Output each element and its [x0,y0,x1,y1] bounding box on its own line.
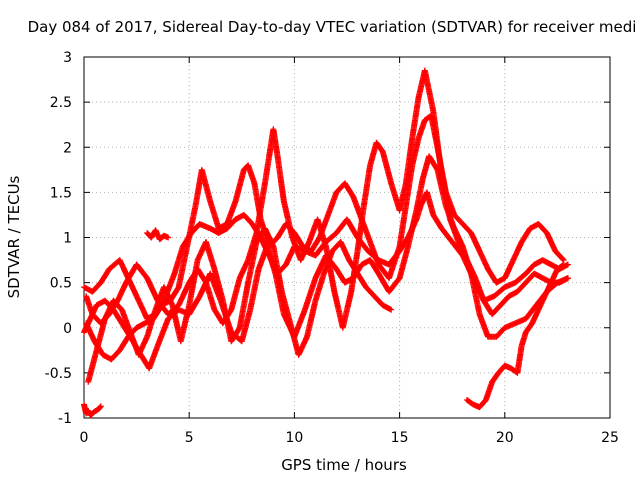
y-tick-label: 1 [63,231,72,247]
x-tick-label: 25 [601,430,619,446]
y-tick-label: 0 [63,321,72,337]
x-tick-label: 10 [285,430,303,446]
y-tick-label: 0.5 [50,276,72,292]
x-tick-label: 20 [496,430,514,446]
y-tick-label: 3 [63,50,72,66]
y-tick-label: -1 [58,411,72,427]
y-tick-label: 1.5 [50,185,72,201]
y-axis-label: SDTVAR / TECUs [5,175,23,298]
x-tick-label: 5 [185,430,194,446]
y-tick-label: -0.5 [45,366,72,382]
data-points [81,67,571,419]
y-tick-label: 2.5 [50,95,72,111]
y-tick-label: 2 [63,140,72,156]
series-track-8 [144,227,172,243]
chart-title: Day 084 of 2017, Sidereal Day-to-day VTE… [28,18,637,36]
x-axis-label: GPS time / hours [281,456,407,474]
x-tick-label: 15 [391,430,409,446]
axis-ticks: 0 5 10 15 20 25 -1 -0.5 0 0.5 1 1.5 2 2.5 3 [45,50,619,446]
x-tick-label: 0 [80,430,89,446]
